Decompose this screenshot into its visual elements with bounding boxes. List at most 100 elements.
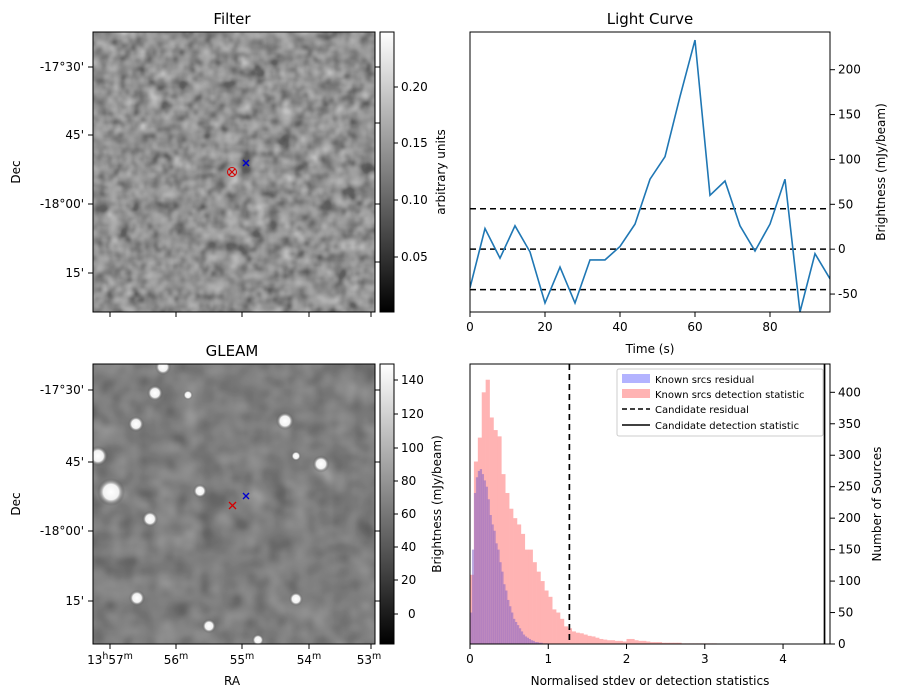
hist-bar xyxy=(579,633,584,644)
hist-bar xyxy=(544,590,549,644)
hist-bar xyxy=(677,642,682,644)
hist-bar xyxy=(528,638,531,644)
hist-bar xyxy=(536,571,541,644)
gleam-ytick: -18°00' xyxy=(40,524,84,538)
hist-bar xyxy=(669,642,674,644)
gleam-cbar-tick: 60 xyxy=(401,507,416,521)
legend-label: Candidate detection statistic xyxy=(655,421,799,432)
hist-bar xyxy=(638,640,643,644)
hist-xtick-label: 0 xyxy=(466,652,474,666)
hist-xtick-label: 2 xyxy=(623,652,631,666)
hist-bar xyxy=(473,492,477,644)
hist-bar xyxy=(493,530,496,644)
hist-bar xyxy=(563,626,569,644)
filter-image xyxy=(93,32,375,312)
hist-bar xyxy=(516,625,520,644)
gleam-cbar-tick: 20 xyxy=(401,573,416,587)
hist-bar xyxy=(540,642,543,644)
hist-bar xyxy=(653,642,659,644)
gleam-xlabel: RA xyxy=(224,674,241,688)
filter-colorbar: 0.20 0.15 0.10 0.05 arbitrary units xyxy=(375,31,448,313)
legend-label: Known srcs detection statistic xyxy=(655,390,804,401)
gleam-ytick: -17°30' xyxy=(40,383,84,397)
lc-ytick-label: 0 xyxy=(838,242,846,256)
hist-ylabel: Number of Sources xyxy=(870,447,884,562)
hist-bar xyxy=(501,474,506,644)
lc-ytick-label: 100 xyxy=(838,152,861,166)
hist-bar xyxy=(536,642,539,644)
hist-bar xyxy=(599,638,604,644)
lc-ytick-label: 200 xyxy=(838,63,861,77)
hist-bar xyxy=(657,642,663,644)
hist-bar xyxy=(538,642,541,644)
gleam-cbar-tick: 120 xyxy=(401,407,424,421)
hist-bar xyxy=(610,640,616,644)
filter-y-axis: -17°30' 45' -18°00' 15' Dec xyxy=(9,60,93,280)
lc-ylabel: Brightness (mJy/beam) xyxy=(874,103,888,241)
hist-bar xyxy=(665,642,670,644)
hist-bar xyxy=(650,642,655,644)
hist-bar xyxy=(479,469,483,644)
hist-bar xyxy=(673,642,678,644)
hist-bar xyxy=(606,640,612,644)
hist-bar xyxy=(487,499,490,644)
filter-marker-red xyxy=(227,167,237,177)
hist-xtick-label: 4 xyxy=(779,652,787,666)
light-curve-panel: Light Curve 0 20 40 60 80 -50 0 50 100 150 200 Ti… xyxy=(466,10,888,356)
filter-cbar-tick: 0.05 xyxy=(401,250,428,264)
legend-label: Known srcs residual xyxy=(655,375,754,386)
gleam-title: GLEAM xyxy=(206,342,259,360)
hist-bar xyxy=(603,639,608,644)
hist-bar xyxy=(509,508,514,644)
hist-bar xyxy=(626,638,631,644)
hist-bar xyxy=(497,549,500,644)
lc-xtick-label: 0 xyxy=(466,320,474,334)
hist-bar xyxy=(475,477,479,644)
hist-bar xyxy=(520,533,526,644)
hist-bar xyxy=(491,524,494,644)
gleam-ylabel: Dec xyxy=(9,492,23,515)
hist-bar xyxy=(513,618,516,644)
hist-ytick-label: 0 xyxy=(838,637,846,651)
hist-xtick-label: 3 xyxy=(701,652,709,666)
filter-ylabel: Dec xyxy=(9,160,23,183)
gleam-cbar-tick: 40 xyxy=(401,540,416,554)
hist-ytick-label: 200 xyxy=(838,511,861,525)
gleam-xtick: 56m xyxy=(164,651,189,667)
hist-bar xyxy=(485,486,488,644)
hist-ytick-label: 400 xyxy=(838,385,861,399)
gleam-xtick: 55m xyxy=(230,651,255,667)
filter-marker-blue xyxy=(242,159,250,167)
filter-x-ticks xyxy=(109,312,372,317)
hist-bar xyxy=(642,640,647,644)
hist-bar xyxy=(509,606,512,644)
hist-ytick-label: 150 xyxy=(838,543,861,557)
hist-bar xyxy=(520,631,524,644)
gleam-xtick: 54m xyxy=(297,651,322,667)
hist-xtick-label: 1 xyxy=(544,652,552,666)
lc-ytick-label: 150 xyxy=(838,108,861,122)
filter-cbar-tick: 0.20 xyxy=(401,80,428,94)
hist-ytick-label: 50 xyxy=(838,606,853,620)
hist-ytick-label: 100 xyxy=(838,574,861,588)
hist-bar xyxy=(556,612,561,644)
lc-xtick-label: 60 xyxy=(687,320,702,334)
gleam-cbar-label: Brightness (mJy/beam) xyxy=(430,435,444,573)
hist-bar xyxy=(513,518,518,644)
legend-swatch-residual xyxy=(622,374,650,383)
hist-bar xyxy=(501,571,504,644)
lc-xtick-label: 80 xyxy=(762,320,777,334)
gleam-xtick: 53m xyxy=(357,651,382,667)
hist-bar xyxy=(497,436,502,644)
hist-bar xyxy=(571,631,576,644)
hist-bar xyxy=(528,549,533,644)
hist-bar xyxy=(481,474,484,644)
hist-bar xyxy=(560,618,565,644)
gleam-marker-blue xyxy=(242,492,250,500)
hist-bar xyxy=(591,636,596,644)
hist-bar xyxy=(522,634,526,644)
hist-bar xyxy=(524,636,528,644)
filter-ytick: -17°30' xyxy=(40,60,84,74)
hist-bar xyxy=(477,470,481,644)
